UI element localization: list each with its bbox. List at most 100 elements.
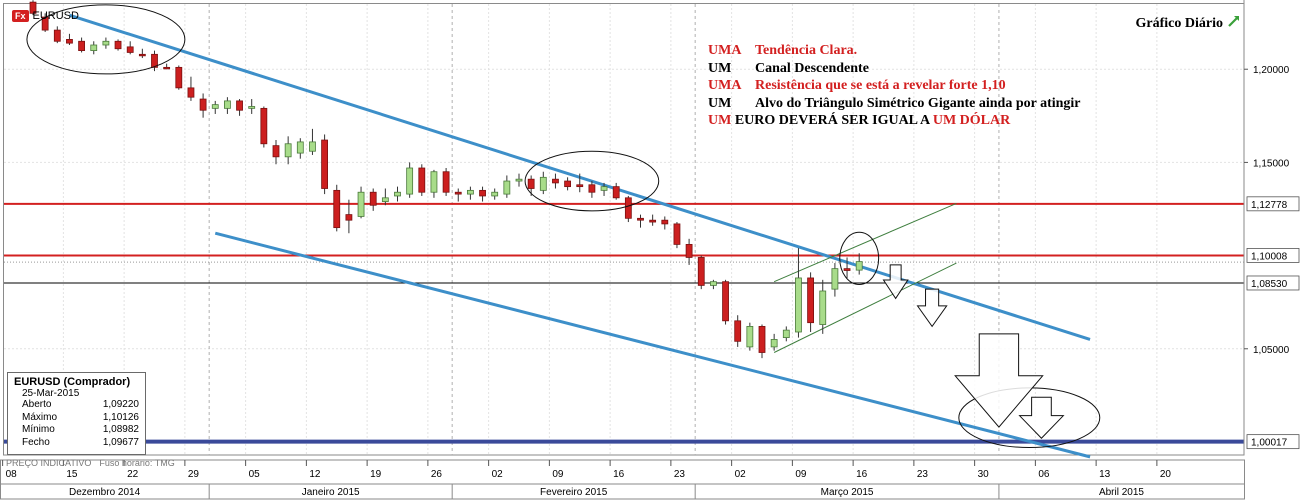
- annotation-word: UM DÓLAR: [932, 113, 1011, 128]
- annotation-text: Resistência que se está a revelar forte …: [755, 78, 1006, 93]
- candle-body: [527, 178, 535, 189]
- candle-body: [66, 39, 73, 44]
- candle-body: [685, 244, 693, 258]
- time-axis-label: 29: [188, 469, 200, 480]
- candle: [187, 76, 195, 101]
- candle: [369, 188, 377, 211]
- info-label: Mínimo: [22, 424, 55, 435]
- candle-body: [309, 141, 316, 152]
- candle: [284, 136, 292, 165]
- candle: [454, 188, 462, 202]
- candle-body: [843, 268, 851, 271]
- candle-body: [381, 197, 389, 202]
- triangle-line: [773, 202, 957, 283]
- footer-note: PREÇO INDICATIVO Fuso horário: TMG: [6, 458, 183, 468]
- candle-body: [673, 223, 681, 245]
- candle-body: [151, 53, 158, 68]
- price-tag-label: 1,12778: [1251, 200, 1288, 211]
- candle: [855, 253, 863, 275]
- time-axis-label: 12: [309, 469, 321, 480]
- fx-badge: Fx: [12, 10, 29, 22]
- candle-body: [284, 143, 292, 158]
- candle: [588, 181, 596, 198]
- price-tag-box: [1246, 434, 1300, 450]
- candle: [782, 326, 790, 342]
- candle-body: [175, 66, 183, 89]
- price-axis-background: [1244, 0, 1301, 455]
- candle-body: [624, 197, 632, 219]
- time-axis-label: 02: [492, 469, 504, 480]
- price-type-label: PREÇO INDICATIVO: [6, 458, 92, 468]
- instrument-symbol[interactable]: EURUSD: [32, 10, 79, 22]
- annotation-text: Tendência Clara.: [755, 43, 858, 58]
- month-label: Janeiro 2015: [302, 487, 360, 498]
- info-row-low: Mínimo 1,08982: [14, 424, 139, 437]
- time-axis-frame: [0, 459, 1245, 500]
- annotation-line-1: UMA Tendência Clara.: [708, 42, 1081, 60]
- candle-body: [211, 104, 219, 109]
- candle-body: [357, 191, 365, 217]
- candle-body: [588, 184, 596, 193]
- price-tag-label: 1,00017: [1251, 438, 1288, 449]
- candle-body: [163, 66, 171, 70]
- time-axis-label: 23: [917, 469, 929, 480]
- candle: [211, 100, 219, 114]
- info-box-title: EURUSD (Comprador): [14, 376, 131, 388]
- time-axis-label: 23: [674, 469, 686, 480]
- info-value: 1,10126: [102, 411, 139, 423]
- candle-body: [612, 186, 620, 199]
- time-axis-label: 02: [735, 469, 747, 480]
- candle: [734, 315, 742, 347]
- candle-body: [406, 167, 414, 195]
- candle-body: [430, 171, 438, 193]
- candle-body: [78, 40, 85, 51]
- annotation-ellipse: [524, 150, 660, 212]
- annotation-text: Canal Descendente: [755, 60, 869, 76]
- time-axis-label: 22: [127, 469, 139, 480]
- candle: [138, 48, 146, 59]
- candle-body: [223, 100, 231, 109]
- candle-body: [576, 184, 584, 188]
- channel-line: [214, 231, 1091, 459]
- info-value: 1,08982: [102, 424, 139, 435]
- candle-body: [442, 171, 450, 193]
- candle: [637, 214, 644, 228]
- candle-body: [53, 29, 61, 42]
- candle-body: [345, 214, 353, 221]
- annotation-line-2: UM Canal Descendente: [708, 60, 1081, 78]
- candle-body: [102, 40, 110, 46]
- annotation-line-4: UM Alvo do Triângulo Simétrico Gigante ai…: [708, 95, 1081, 113]
- annotation-line-5: UM EURO DEVERÁ SER IGUAL A UM DÓLAR: [708, 112, 1081, 130]
- candle: [321, 134, 329, 195]
- candle-body: [418, 167, 426, 193]
- annotation-word: UMA: [708, 78, 742, 93]
- candle-body: [126, 46, 134, 53]
- candle: [685, 238, 693, 265]
- down-arrow: [916, 288, 948, 328]
- candle-body: [479, 189, 486, 197]
- month-label: Fevereiro 2015: [540, 487, 608, 498]
- candle-body: [758, 326, 766, 353]
- candle: [612, 182, 620, 200]
- candle: [66, 33, 73, 45]
- candle-body: [454, 191, 462, 195]
- candle: [807, 272, 814, 332]
- info-label: Máximo: [22, 411, 58, 423]
- candle: [163, 63, 171, 70]
- annotation-word: UMA: [708, 43, 742, 58]
- candle-body: [649, 219, 657, 223]
- candle: [576, 173, 584, 193]
- candle-body: [782, 329, 790, 338]
- instrument-header: Fx EURUSD: [12, 10, 79, 22]
- time-axis-label: 26: [431, 469, 443, 480]
- down-arrow: [1018, 396, 1065, 439]
- candle: [78, 37, 85, 53]
- time-axis-label: 13: [1099, 469, 1111, 480]
- chart-title: Gráfico Diário: [1135, 16, 1223, 31]
- info-row-open: Aberto 1,09220: [14, 399, 139, 412]
- annotation-word: UM: [708, 60, 732, 76]
- info-row-close: Fecho 1,09677: [14, 437, 139, 450]
- candle-body: [394, 191, 401, 197]
